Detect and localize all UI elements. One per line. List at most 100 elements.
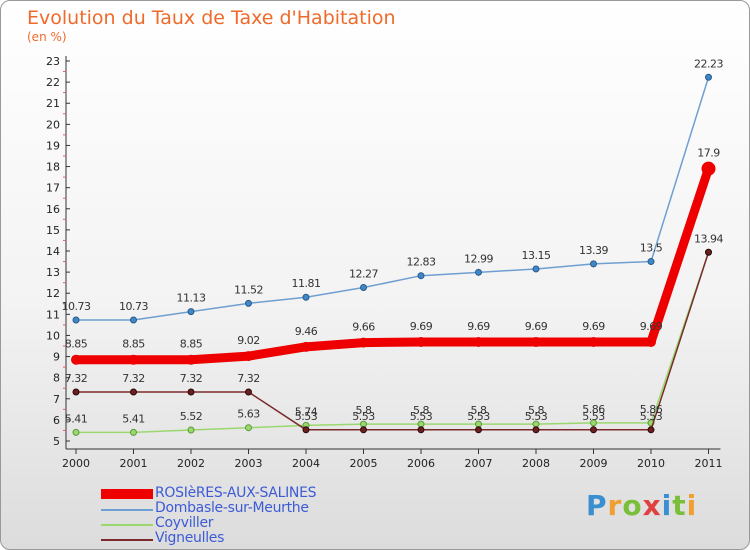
data-label-rosi-res-aux-salines: 8.85 bbox=[65, 338, 88, 351]
y-tick-label: 19 bbox=[46, 139, 60, 152]
data-point-vigneulles bbox=[417, 426, 425, 434]
y-tick-label: 15 bbox=[46, 224, 60, 237]
data-label-dombasle-sur-meurthe: 12.27 bbox=[349, 268, 378, 281]
data-point-vigneulles bbox=[245, 388, 252, 396]
x-tick-label: 2007 bbox=[465, 457, 493, 470]
data-point-coyviller bbox=[245, 424, 252, 432]
legend-swatch bbox=[101, 524, 153, 526]
data-label-coyviller: 5.86 bbox=[640, 403, 663, 416]
data-label-dombasle-sur-meurthe: 13.39 bbox=[579, 244, 608, 257]
labels-layer: 10.73 10.73 11.13 11.52 11.81 12.27 12.83 12.99… bbox=[62, 57, 724, 425]
data-point-coyviller bbox=[72, 428, 80, 436]
data-point-rosi-res-aux-salines bbox=[416, 336, 426, 347]
data-point-dombasle-sur-meurthe bbox=[302, 293, 310, 301]
data-point-rosi-res-aux-salines bbox=[531, 336, 541, 347]
data-point-rosi-res-aux-salines bbox=[301, 341, 311, 352]
proxiti-logo: Proxiti bbox=[586, 489, 697, 522]
data-point-vigneulles bbox=[130, 388, 137, 396]
data-point-rosi-res-aux-salines bbox=[71, 354, 81, 365]
data-point-coyviller bbox=[130, 428, 137, 436]
data-point-rosi-res-aux-salines bbox=[473, 336, 484, 347]
data-label-coyviller: 5.8 bbox=[413, 404, 429, 417]
series-line-vigneulles bbox=[75, 251, 710, 431]
data-point-rosi-res-aux-salines bbox=[186, 354, 196, 365]
y-tick-label: 7 bbox=[53, 393, 60, 406]
data-point-vigneulles bbox=[302, 426, 310, 434]
x-tick-label: 2004 bbox=[292, 457, 320, 470]
data-label-coyviller: 5.86 bbox=[582, 403, 605, 416]
y-tick-label: 12 bbox=[46, 287, 60, 300]
legend-swatch bbox=[101, 539, 153, 541]
data-point-vigneulles bbox=[72, 388, 80, 396]
data-point-rosi-res-aux-salines bbox=[358, 337, 369, 348]
series-line-dombasle-sur-meurthe bbox=[75, 76, 710, 321]
data-point-coyviller bbox=[590, 419, 597, 427]
logo-letter: i bbox=[686, 489, 698, 522]
data-label-vigneulles: 5.53 bbox=[640, 410, 663, 423]
y-tick-label: 6 bbox=[53, 414, 60, 427]
logo-letter: i bbox=[661, 489, 673, 522]
data-label-rosi-res-aux-salines: 9.46 bbox=[295, 325, 318, 338]
data-label-vigneulles: 5.53 bbox=[352, 410, 375, 423]
x-tick-label: 2000 bbox=[62, 457, 90, 470]
y-tick-label: 9 bbox=[53, 351, 60, 364]
data-label-dombasle-sur-meurthe: 12.83 bbox=[407, 256, 436, 269]
data-point-vigneulles bbox=[705, 248, 712, 256]
data-label-vigneulles: 13.94 bbox=[694, 232, 723, 245]
data-point-dombasle-sur-meurthe bbox=[245, 299, 252, 307]
data-label-rosi-res-aux-salines: 9.69 bbox=[525, 320, 548, 333]
y-tick-label: 11 bbox=[46, 308, 60, 321]
data-label-coyviller: 5.8 bbox=[356, 404, 372, 417]
data-label-vigneulles: 7.32 bbox=[180, 372, 203, 385]
data-point-dombasle-sur-meurthe bbox=[532, 265, 540, 273]
data-point-dombasle-sur-meurthe bbox=[417, 272, 425, 280]
y-tick-label: 20 bbox=[46, 118, 60, 131]
data-point-vigneulles bbox=[360, 426, 367, 434]
data-label-vigneulles: 5.53 bbox=[410, 410, 433, 423]
data-label-dombasle-sur-meurthe: 11.81 bbox=[292, 277, 321, 290]
x-tick-label: 2011 bbox=[695, 457, 723, 470]
series-line-rosi-res-aux-salines bbox=[71, 164, 713, 365]
data-label-rosi-res-aux-salines: 9.02 bbox=[237, 334, 260, 347]
x-tick-label: 2001 bbox=[120, 457, 148, 470]
chart-title: Evolution du Taux de Taxe d'Habitation bbox=[27, 7, 396, 29]
y-tick-label: 17 bbox=[46, 182, 60, 195]
data-point-coyviller bbox=[187, 426, 195, 434]
y-tick-label: 8 bbox=[53, 372, 60, 385]
logo-letter: P bbox=[586, 489, 608, 522]
y-tick-label: 13 bbox=[46, 266, 60, 279]
y-tick-label: 23 bbox=[46, 55, 60, 68]
y-tick-label: 21 bbox=[46, 97, 60, 110]
data-point-vigneulles bbox=[590, 426, 597, 434]
data-point-dombasle-sur-meurthe bbox=[187, 308, 195, 316]
data-label-coyviller: 5.41 bbox=[122, 412, 145, 425]
legend-label: Vigneulles bbox=[155, 530, 225, 546]
data-label-vigneulles: 5.53 bbox=[467, 410, 490, 423]
data-label-dombasle-sur-meurthe: 11.52 bbox=[234, 283, 263, 296]
legend-label: Coyviller bbox=[155, 515, 214, 531]
data-label-dombasle-sur-meurthe: 12.99 bbox=[464, 252, 493, 265]
y-tick-label: 18 bbox=[46, 161, 60, 174]
data-label-rosi-res-aux-salines: 9.66 bbox=[352, 321, 375, 334]
data-label-rosi-res-aux-salines: 9.69 bbox=[467, 320, 490, 333]
data-point-dombasle-sur-meurthe bbox=[130, 316, 137, 324]
x-tick-label: 2002 bbox=[177, 457, 205, 470]
y-tick-label: 10 bbox=[46, 329, 60, 342]
data-point-dombasle-sur-meurthe bbox=[647, 258, 655, 266]
data-label-dombasle-sur-meurthe: 11.13 bbox=[177, 292, 206, 305]
data-label-vigneulles: 5.53 bbox=[525, 410, 548, 423]
data-label-rosi-res-aux-salines: 17.9 bbox=[697, 147, 720, 160]
legend-swatch bbox=[101, 489, 153, 499]
y-tick-label: 5 bbox=[53, 435, 60, 448]
data-point-vigneulles bbox=[475, 426, 482, 434]
x-tick-label: 2008 bbox=[522, 457, 550, 470]
data-label-vigneulles: 5.53 bbox=[295, 410, 318, 423]
data-point-rosi-res-aux-salines bbox=[646, 336, 656, 347]
data-label-rosi-res-aux-salines: 9.69 bbox=[640, 320, 663, 333]
data-point-vigneulles bbox=[647, 426, 655, 434]
data-label-dombasle-sur-meurthe: 10.73 bbox=[119, 300, 148, 313]
data-label-vigneulles: 5.53 bbox=[582, 410, 605, 423]
data-label-dombasle-sur-meurthe: 13.15 bbox=[522, 249, 551, 262]
